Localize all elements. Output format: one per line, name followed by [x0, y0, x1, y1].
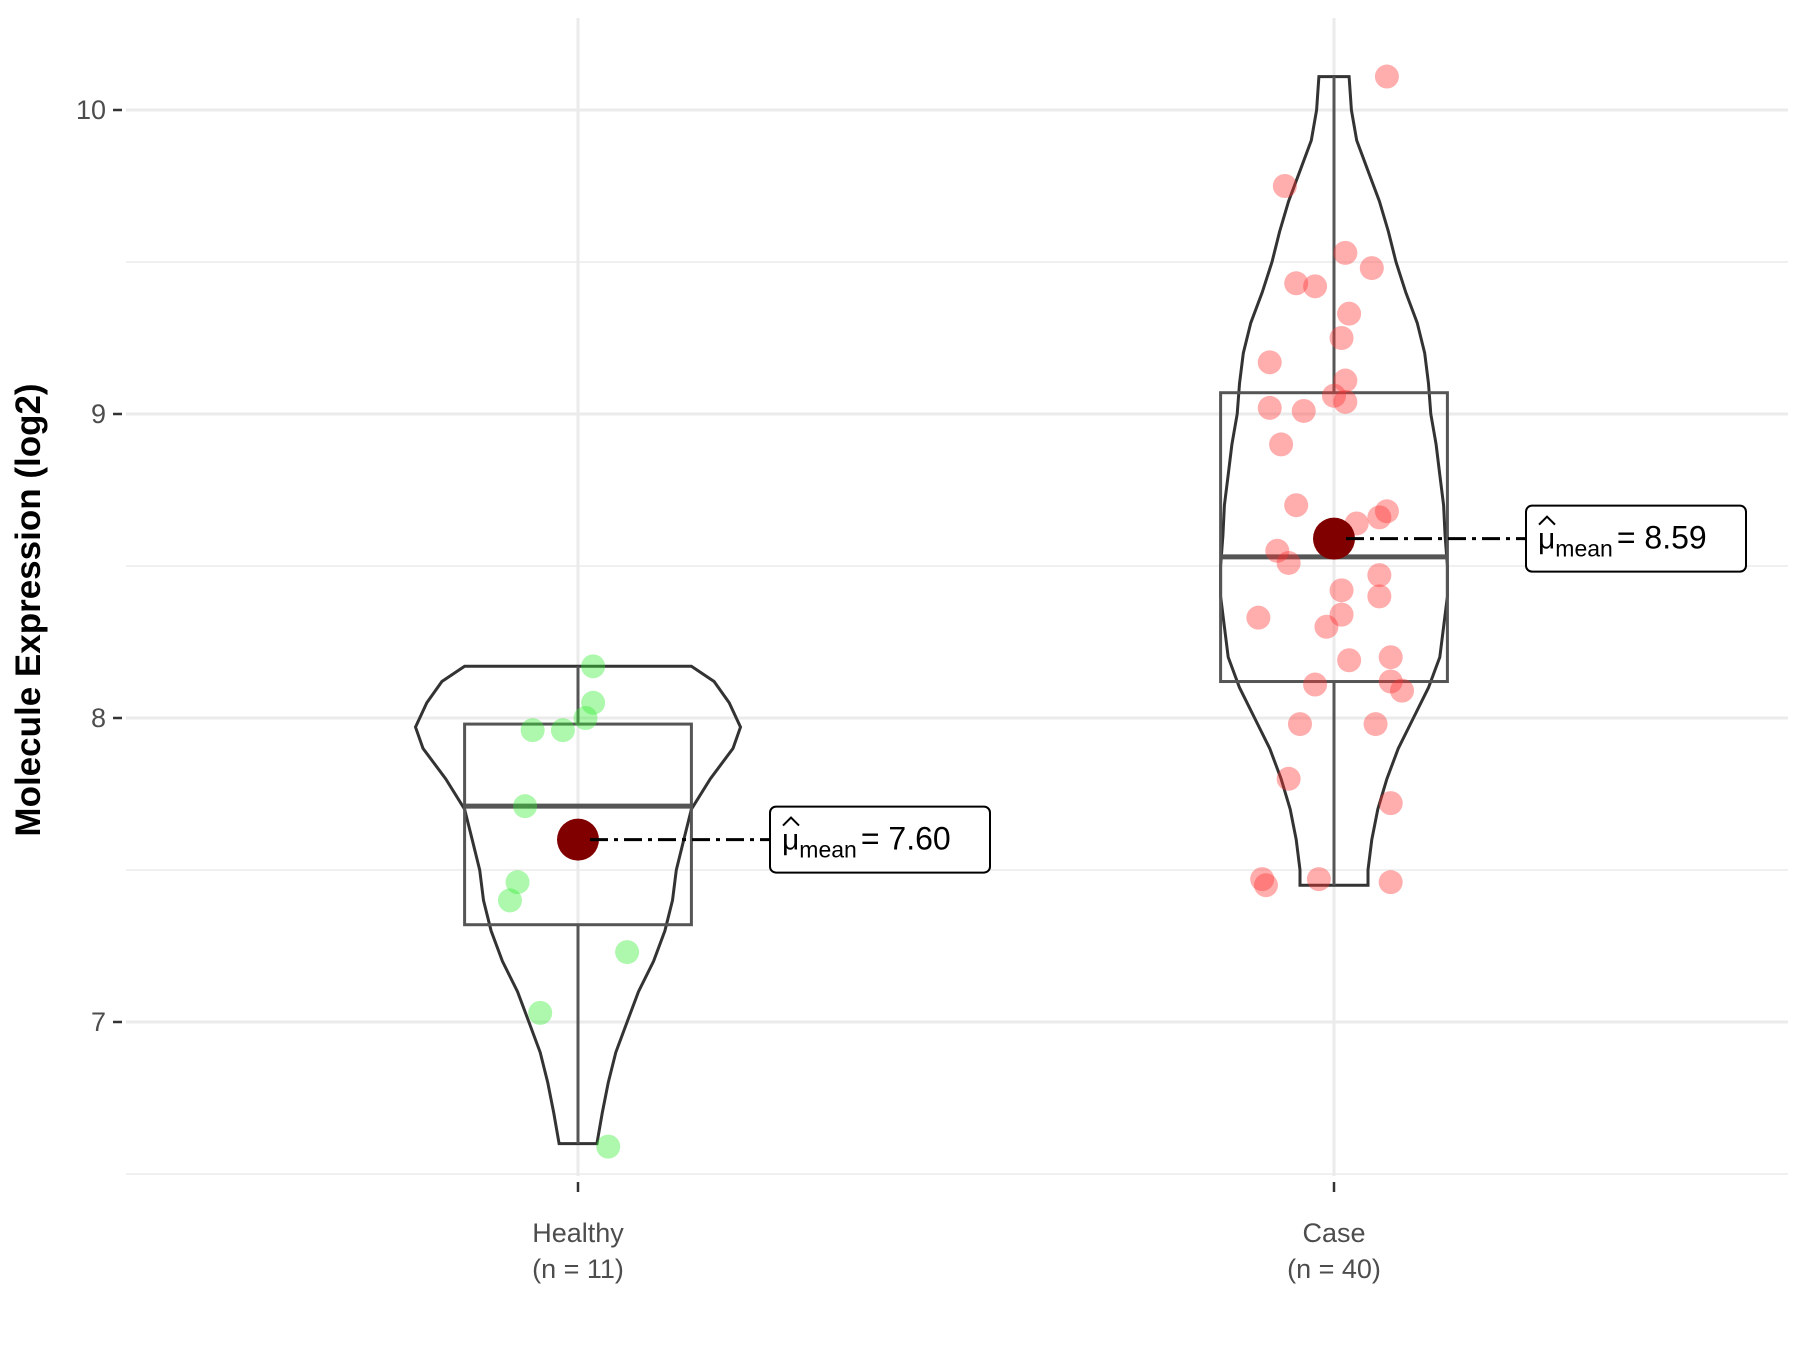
box-layer	[463, 76, 1449, 1144]
data-point	[1246, 605, 1271, 630]
data-point	[1337, 301, 1362, 326]
mean-label-value: = 8.59	[1617, 520, 1707, 556]
data-point	[1253, 873, 1278, 898]
box-healthy	[463, 722, 693, 927]
data-point	[1306, 867, 1331, 892]
hat-icon	[1538, 515, 1556, 526]
data-point	[1269, 432, 1294, 457]
data-point	[1257, 395, 1282, 420]
data-point	[1287, 712, 1312, 737]
point-layer	[497, 64, 1415, 1159]
mean-point	[557, 818, 599, 861]
data-point	[1378, 870, 1403, 895]
axis-layer: 7 8 9 10 Healthy (n = 11) Case (n = 40)	[76, 95, 1381, 1284]
data-point	[1329, 602, 1354, 627]
data-point	[1284, 493, 1309, 518]
data-point	[1250, 867, 1275, 892]
data-point	[573, 706, 598, 730]
data-point	[505, 870, 530, 895]
data-point	[1367, 505, 1392, 530]
mean-point	[1313, 517, 1355, 560]
data-point	[1337, 648, 1362, 673]
data-point	[550, 718, 575, 743]
y-tick-label: 10	[76, 95, 106, 125]
data-point	[1363, 712, 1388, 737]
hat-icon	[782, 816, 800, 827]
mean-label-value: = 7.60	[861, 821, 951, 857]
data-point	[1333, 368, 1358, 393]
data-point	[1374, 499, 1399, 524]
data-point	[1367, 563, 1392, 588]
data-point	[1272, 174, 1297, 198]
data-point	[1390, 678, 1415, 703]
mean-label-subscript: mean	[799, 837, 857, 863]
data-point	[581, 654, 606, 679]
violin-layer	[413, 75, 1449, 1146]
mean-label: μmean = 8.59	[1538, 520, 1707, 562]
data-point	[1314, 614, 1339, 639]
data-point	[1333, 240, 1358, 265]
mean-label-subscript: mean	[1555, 536, 1613, 562]
data-point	[1378, 791, 1403, 816]
data-point	[1378, 669, 1403, 694]
data-point	[513, 794, 538, 819]
data-point	[1257, 350, 1282, 375]
data-point	[1303, 672, 1328, 697]
data-point	[581, 690, 606, 715]
data-point	[1378, 645, 1403, 670]
x-tick-label: Case	[1302, 1218, 1365, 1248]
data-point	[1333, 389, 1358, 414]
data-point	[528, 1000, 553, 1025]
x-tick-count: (n = 40)	[1287, 1254, 1381, 1284]
x-tick-count: (n = 11)	[532, 1254, 624, 1284]
data-point	[1276, 550, 1301, 575]
data-point	[1374, 64, 1399, 89]
y-tick-label: 9	[91, 399, 106, 429]
grid-layer	[126, 18, 1788, 1176]
y-axis-label: Molecule Expression (log2)	[9, 383, 48, 836]
data-point	[1329, 326, 1354, 350]
data-point	[1367, 584, 1392, 609]
data-point	[1284, 271, 1309, 296]
mean-label-symbol: μ	[1538, 523, 1555, 556]
mean-label-box	[1525, 504, 1747, 573]
data-point	[1276, 766, 1301, 791]
data-point	[1265, 538, 1290, 563]
mean-label-box	[769, 805, 991, 874]
data-point	[615, 940, 640, 965]
data-point	[1303, 274, 1328, 299]
data-point	[1322, 383, 1346, 408]
y-tick-label: 8	[91, 703, 106, 733]
box-case	[1219, 391, 1449, 684]
mean-label: μmean = 7.60	[782, 821, 951, 863]
data-point	[1291, 398, 1316, 423]
x-tick-label: Healthy	[532, 1218, 624, 1248]
mean-label-symbol: μ	[782, 824, 799, 857]
data-point	[1329, 578, 1354, 603]
data-point	[520, 718, 545, 743]
violin-case	[1219, 75, 1449, 887]
y-tick-label: 7	[91, 1007, 106, 1037]
data-point	[497, 888, 522, 913]
data-point	[1359, 256, 1384, 281]
data-point	[596, 1134, 621, 1159]
